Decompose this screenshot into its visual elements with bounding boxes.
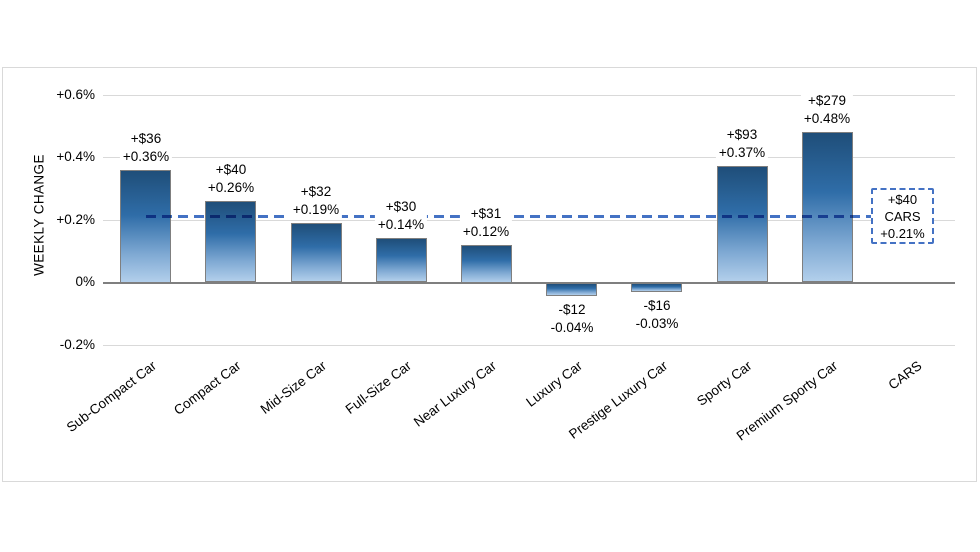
bar-sporty-car: [717, 166, 768, 282]
bar-sub-compact-car: [120, 170, 171, 283]
gridline--0.2%: [103, 345, 955, 346]
value-label-line: +0.19%: [292, 202, 340, 217]
value-label-line: -0.04%: [550, 320, 594, 335]
value-label-luxury-car: -$12 -0.04%: [547, 301, 597, 337]
y-tick-+0.4%: +0.4%: [56, 149, 95, 164]
gridline-+0.6%: [103, 95, 955, 96]
y-tick-+0.2%: +0.2%: [56, 212, 95, 227]
cars-box-category: CARS: [884, 209, 921, 224]
value-label-line: +$36: [130, 131, 162, 146]
bar-premium-sporty-car: [802, 132, 853, 282]
value-label-line: +$93: [726, 127, 758, 142]
bar-compact-car: [205, 201, 256, 282]
bar-mid-size-car: [291, 223, 342, 282]
value-label-line: +$32: [300, 184, 332, 199]
cars-box-dollar-value: +$40: [887, 192, 918, 207]
x-axis-zero-line: [103, 282, 955, 284]
value-label-line: +0.37%: [718, 145, 766, 160]
value-label-sporty-car: +$93 +0.37%: [715, 126, 769, 162]
value-label-line: +0.14%: [377, 217, 425, 232]
value-label-line: +0.26%: [207, 180, 255, 195]
value-label-prestige-luxury-car: -$16 -0.03%: [632, 297, 682, 333]
value-label-compact-car: +$40 +0.26%: [204, 161, 258, 197]
value-label-line: +$40: [215, 162, 247, 177]
value-label-line: +0.36%: [122, 149, 170, 164]
value-label-line: +0.12%: [462, 224, 510, 239]
value-label-line: +0.48%: [803, 111, 851, 126]
value-label-mid-size-car: +$32 +0.19%: [289, 183, 343, 219]
value-label-line: -$12: [558, 302, 586, 317]
gridline-+0.4%: [103, 157, 955, 158]
bar-luxury-car: [546, 283, 597, 296]
gridline-+0.2%: [103, 220, 955, 221]
cars-average-callout-box: +$40 CARS +0.21%: [871, 188, 934, 244]
cars-box-percent-value: +0.21%: [880, 226, 925, 241]
value-label-line: +$279: [808, 93, 846, 108]
bar-prestige-luxury-car: [631, 283, 682, 292]
value-label-line: -$16: [643, 298, 671, 313]
y-tick--0.2%: -0.2%: [59, 337, 95, 352]
y-tick-0%: 0%: [75, 274, 95, 289]
value-label-line: +$31: [470, 206, 502, 221]
bar-near-luxury-car: [461, 245, 512, 283]
value-label-premium-sporty-car: +$279 +0.48%: [800, 92, 854, 128]
value-label-line: +$30: [385, 199, 417, 214]
value-label-near-luxury-car: +$31 +0.12%: [459, 205, 513, 241]
value-label-sub-compact-car: +$36 +0.36%: [119, 130, 173, 166]
bar-full-size-car: [376, 238, 427, 282]
value-label-full-size-car: +$30 +0.14%: [374, 198, 428, 234]
y-tick-+0.6%: +0.6%: [56, 87, 95, 102]
value-label-line: -0.03%: [635, 316, 679, 331]
